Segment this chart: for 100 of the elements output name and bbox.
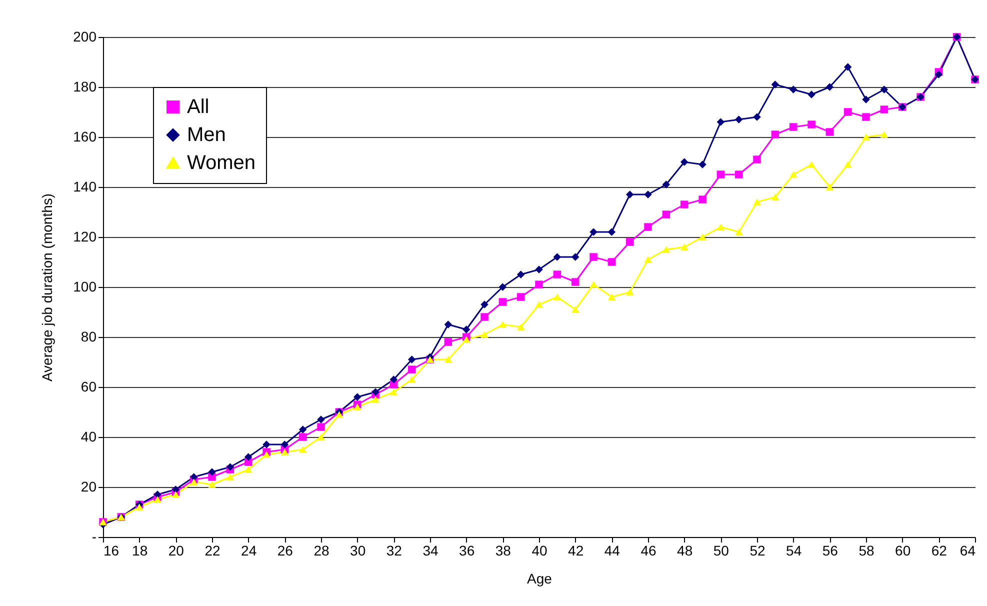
point bbox=[172, 486, 180, 494]
point bbox=[844, 108, 852, 116]
point bbox=[262, 440, 270, 448]
point bbox=[516, 293, 525, 301]
point bbox=[372, 396, 380, 403]
point bbox=[753, 113, 761, 121]
point bbox=[535, 301, 543, 308]
point bbox=[808, 161, 816, 168]
point bbox=[571, 253, 580, 261]
y-tick-label: 100 bbox=[73, 278, 97, 294]
point bbox=[298, 433, 307, 441]
point bbox=[771, 80, 780, 88]
point bbox=[626, 288, 634, 296]
x-axis-title: Age bbox=[527, 570, 552, 586]
point bbox=[408, 376, 416, 383]
point bbox=[590, 228, 598, 236]
point bbox=[172, 491, 180, 498]
x-tick-label: 64 bbox=[960, 542, 976, 558]
point bbox=[626, 190, 634, 198]
point bbox=[498, 298, 507, 306]
point bbox=[789, 123, 798, 131]
point bbox=[298, 446, 307, 453]
point bbox=[317, 423, 325, 431]
point bbox=[644, 223, 652, 231]
point bbox=[317, 416, 325, 424]
point bbox=[244, 466, 252, 473]
point bbox=[826, 83, 834, 91]
point bbox=[590, 281, 598, 288]
point bbox=[444, 338, 452, 346]
y-tick-label: 140 bbox=[73, 178, 97, 194]
point bbox=[135, 504, 144, 510]
point bbox=[208, 481, 216, 488]
x-tick-label: 60 bbox=[895, 542, 911, 558]
x-tick-label: 62 bbox=[931, 542, 948, 558]
y-tick-label: 120 bbox=[73, 228, 97, 244]
point bbox=[698, 196, 706, 204]
point bbox=[734, 228, 743, 236]
x-tick-label: 16 bbox=[104, 542, 120, 558]
legend-label: Women bbox=[187, 152, 256, 174]
x-tick-label: 28 bbox=[314, 542, 330, 558]
point bbox=[698, 234, 706, 240]
point bbox=[480, 313, 488, 321]
point bbox=[880, 131, 888, 138]
point bbox=[716, 170, 725, 178]
point bbox=[480, 331, 488, 338]
point bbox=[771, 194, 780, 200]
y-tick-label: 200 bbox=[73, 28, 97, 44]
x-tick-label: 32 bbox=[386, 542, 402, 558]
point bbox=[298, 426, 307, 434]
x-tick-label: 18 bbox=[132, 542, 148, 558]
y-tick-label: - bbox=[92, 528, 97, 544]
point bbox=[553, 270, 562, 278]
point bbox=[698, 160, 706, 168]
point bbox=[662, 210, 670, 218]
x-tick-label: 30 bbox=[350, 542, 366, 558]
point bbox=[880, 86, 888, 94]
x-tick-label: 46 bbox=[640, 542, 656, 558]
point bbox=[680, 244, 688, 250]
point bbox=[571, 306, 580, 313]
point bbox=[808, 90, 816, 98]
x-tick-label: 20 bbox=[168, 542, 184, 558]
point bbox=[244, 453, 252, 461]
y-tick-label: 80 bbox=[80, 328, 97, 344]
point bbox=[335, 411, 344, 418]
point bbox=[590, 253, 598, 261]
x-tick-label: 50 bbox=[713, 542, 730, 558]
point bbox=[498, 321, 507, 328]
point bbox=[789, 171, 798, 178]
x-tick-label: 34 bbox=[422, 542, 438, 558]
x-tick-label: 58 bbox=[858, 542, 874, 558]
y-axis-title: Average job duration (months) bbox=[39, 193, 56, 382]
point bbox=[280, 440, 289, 448]
point bbox=[535, 266, 543, 274]
point bbox=[498, 283, 507, 291]
point bbox=[208, 468, 216, 476]
x-tick-label: 36 bbox=[459, 542, 475, 558]
point bbox=[608, 228, 616, 236]
legend-label: All bbox=[187, 96, 210, 118]
point bbox=[480, 300, 488, 308]
point bbox=[808, 120, 816, 128]
point bbox=[862, 96, 870, 104]
y-tick-label: 180 bbox=[73, 78, 97, 94]
point bbox=[444, 320, 452, 328]
point bbox=[771, 130, 780, 138]
point bbox=[753, 198, 761, 206]
point bbox=[862, 134, 870, 140]
point bbox=[553, 253, 562, 261]
point bbox=[190, 478, 198, 486]
point bbox=[390, 376, 398, 384]
point bbox=[826, 184, 834, 190]
point bbox=[262, 451, 270, 458]
point bbox=[644, 190, 652, 198]
x-tick-label: 40 bbox=[532, 542, 548, 558]
point bbox=[880, 106, 888, 114]
point bbox=[844, 161, 852, 168]
point bbox=[716, 224, 725, 230]
point bbox=[626, 238, 634, 246]
point bbox=[734, 116, 743, 124]
point bbox=[734, 170, 743, 178]
point bbox=[553, 294, 562, 300]
